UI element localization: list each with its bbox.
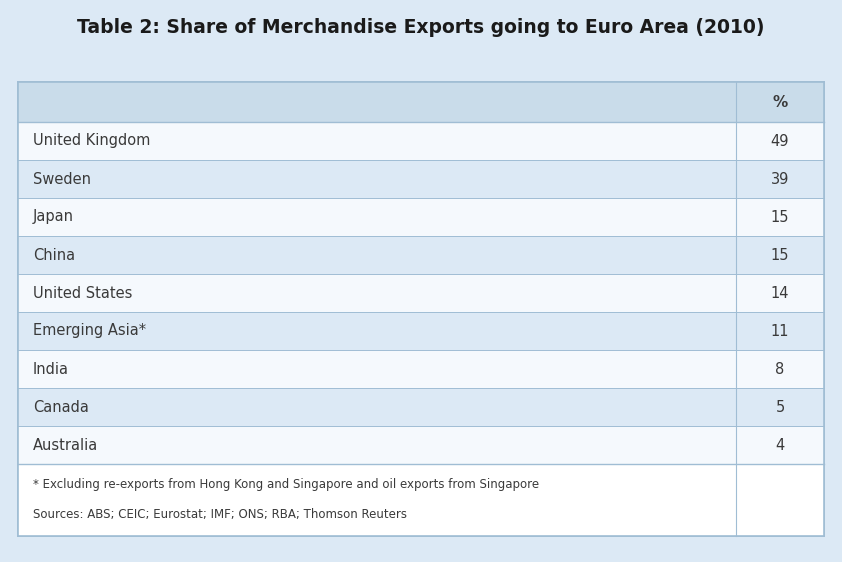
Bar [18,122,824,160]
Text: 5: 5 [775,400,785,415]
Text: United Kingdom: United Kingdom [33,134,151,148]
Bar [18,274,824,312]
Text: 4: 4 [775,437,785,452]
Text: 11: 11 [770,324,789,338]
Text: India: India [33,361,69,377]
Bar [18,350,824,388]
Bar [18,312,824,350]
Text: 39: 39 [770,171,789,187]
Bar [18,82,824,122]
Bar [18,236,824,274]
Text: 49: 49 [770,134,789,148]
Bar [18,388,824,426]
Text: Sweden: Sweden [33,171,91,187]
Text: %: % [772,94,787,110]
Text: Emerging Asia*: Emerging Asia* [33,324,147,338]
Text: 15: 15 [770,210,789,224]
Text: Japan: Japan [33,210,74,224]
Text: 14: 14 [770,285,789,301]
Text: Table 2: Share of Merchandise Exports going to Euro Area (2010): Table 2: Share of Merchandise Exports go… [77,18,765,37]
Text: United States: United States [33,285,132,301]
Text: Australia: Australia [33,437,99,452]
Text: 15: 15 [770,247,789,262]
Bar [18,82,824,536]
Text: China: China [33,247,75,262]
Text: Sources: ABS; CEIC; Eurostat; IMF; ONS; RBA; Thomson Reuters: Sources: ABS; CEIC; Eurostat; IMF; ONS; … [33,508,407,521]
Text: Canada: Canada [33,400,89,415]
Text: * Excluding re-exports from Hong Kong and Singapore and oil exports from Singapo: * Excluding re-exports from Hong Kong an… [33,478,539,491]
Text: 8: 8 [775,361,785,377]
Bar [18,426,824,464]
Bar [18,198,824,236]
Bar [18,464,824,536]
Bar [18,160,824,198]
